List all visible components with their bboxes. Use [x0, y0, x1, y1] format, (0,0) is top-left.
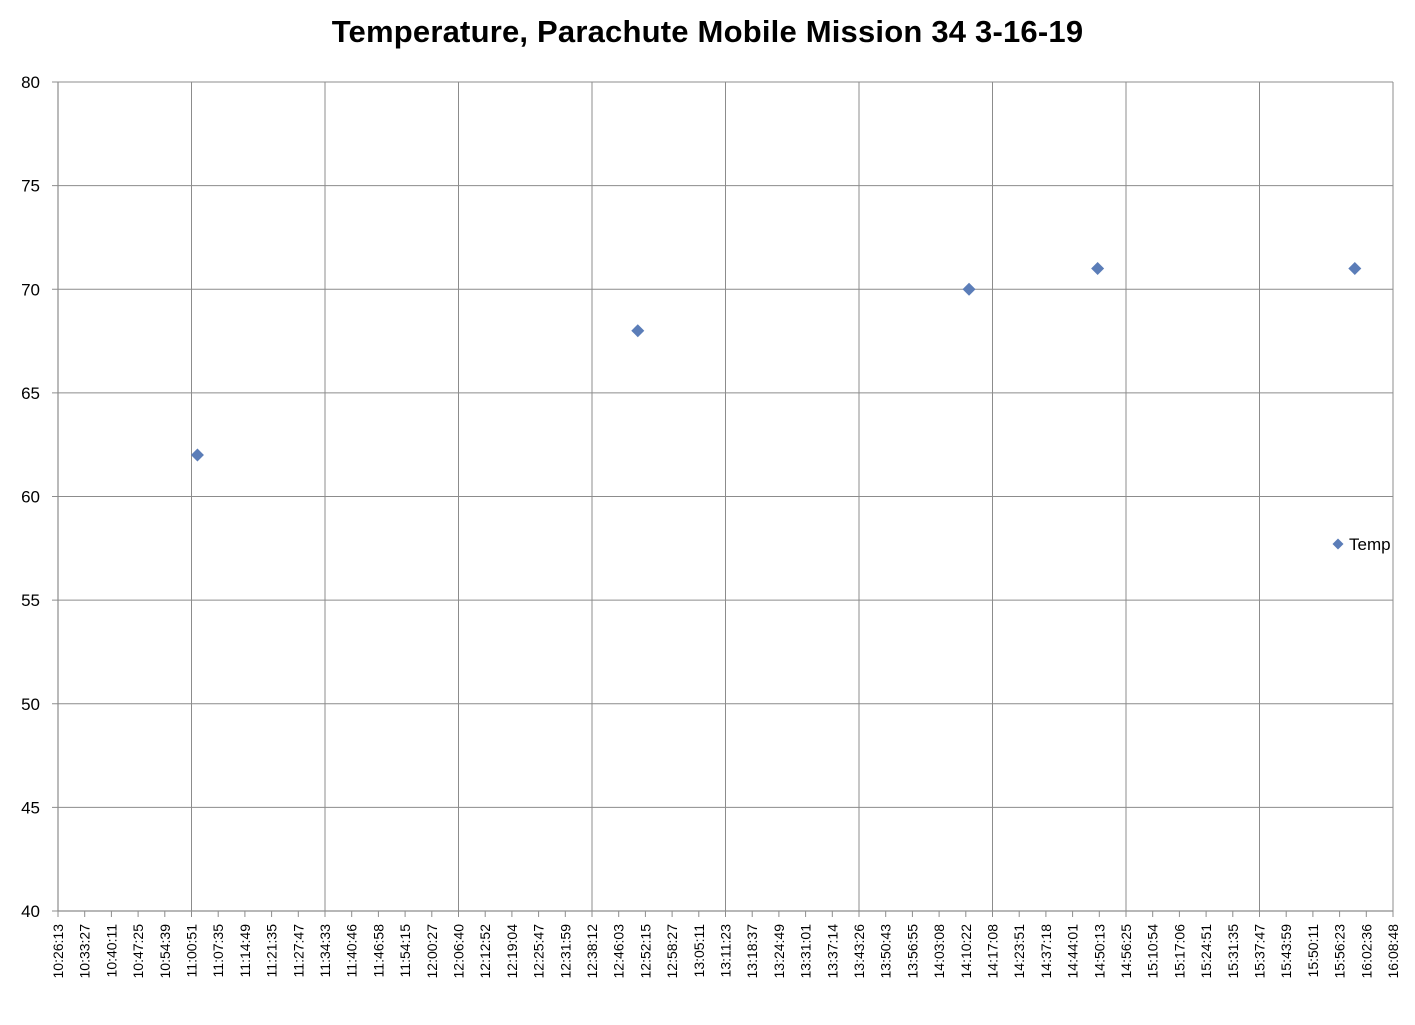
x-tick-label: 13:18:37 — [744, 924, 760, 979]
legend-marker — [1332, 538, 1344, 550]
x-tick-label: 14:23:51 — [1011, 924, 1027, 979]
x-tick-label: 15:17:06 — [1171, 924, 1187, 979]
x-tick-label: 14:56:25 — [1118, 924, 1134, 979]
x-tick-label: 14:50:13 — [1091, 924, 1107, 979]
x-tick-label: 12:19:04 — [504, 924, 520, 979]
x-tick-label: 14:17:08 — [985, 924, 1001, 979]
y-tick-label: 40 — [21, 902, 40, 921]
y-tick-label: 70 — [21, 280, 40, 299]
data-point — [631, 324, 645, 338]
x-tick-label: 10:54:39 — [157, 924, 173, 979]
x-tick-label: 12:12:52 — [477, 924, 493, 979]
x-tick-label: 13:05:11 — [691, 924, 707, 978]
y-tick-label: 80 — [21, 73, 40, 92]
x-tick-label: 10:26:13 — [50, 924, 66, 979]
x-tick-label: 11:34:33 — [317, 924, 333, 978]
x-tick-label: 12:00:27 — [424, 924, 440, 979]
y-tick-label: 45 — [21, 798, 40, 817]
x-tick-label: 11:07:35 — [210, 924, 226, 978]
y-tick-label: 60 — [21, 488, 40, 507]
x-tick-label: 15:56:23 — [1332, 924, 1348, 979]
x-tick-label: 14:03:08 — [931, 924, 947, 979]
x-tick-label: 12:38:12 — [584, 924, 600, 979]
data-point — [1091, 262, 1105, 276]
x-tick-label: 14:10:22 — [958, 924, 974, 979]
x-tick-label: 12:52:15 — [637, 924, 653, 979]
x-tick-label: 10:47:25 — [130, 924, 146, 979]
data-point — [190, 448, 204, 462]
x-tick-label: 12:46:03 — [611, 924, 627, 979]
x-tick-label: 15:50:11 — [1305, 924, 1321, 978]
y-tick-label: 50 — [21, 695, 40, 714]
x-tick-label: 15:43:59 — [1278, 924, 1294, 979]
x-tick-label: 15:37:47 — [1252, 924, 1268, 979]
x-tick-label: 13:56:55 — [904, 924, 920, 979]
data-point — [962, 282, 976, 296]
x-tick-label: 15:31:35 — [1225, 924, 1241, 979]
y-tick-label: 75 — [21, 177, 40, 196]
x-tick-label: 13:24:49 — [771, 924, 787, 979]
x-tick-label: 15:10:54 — [1145, 924, 1161, 979]
chart-title: Temperature, Parachute Mobile Mission 34… — [331, 14, 1084, 49]
x-tick-label: 11:27:47 — [290, 924, 306, 978]
data-point — [1348, 262, 1362, 276]
y-tick-label: 55 — [21, 591, 40, 610]
y-tick-label: 65 — [21, 384, 40, 403]
x-tick-label: 12:25:47 — [531, 924, 547, 979]
x-tick-label: 13:37:14 — [824, 924, 840, 979]
x-tick-label: 16:08:48 — [1385, 924, 1401, 979]
x-tick-label: 13:50:43 — [878, 924, 894, 979]
x-tick-label: 10:33:27 — [77, 924, 93, 979]
x-tick-label: 13:43:26 — [851, 924, 867, 979]
x-tick-label: 12:58:27 — [664, 924, 680, 979]
x-tick-label: 11:21:35 — [264, 924, 280, 978]
x-tick-label: 11:54:15 — [397, 924, 413, 978]
x-tick-label: 13:11:23 — [718, 924, 734, 978]
x-tick-label: 14:44:01 — [1065, 924, 1081, 979]
x-tick-label: 12:06:40 — [451, 924, 467, 979]
x-tick-label: 11:14:49 — [237, 924, 253, 978]
x-tick-label: 11:00:51 — [184, 924, 200, 978]
x-tick-label: 13:31:01 — [798, 924, 814, 979]
x-tick-label: 11:46:58 — [370, 924, 386, 978]
legend-label: Temp — [1349, 535, 1391, 554]
x-tick-label: 12:31:59 — [557, 924, 573, 979]
x-tick-label: 14:37:18 — [1038, 924, 1054, 979]
x-tick-label: 15:24:51 — [1198, 924, 1214, 979]
x-tick-label: 11:40:46 — [344, 924, 360, 978]
x-tick-label: 10:40:11 — [103, 924, 119, 978]
x-tick-label: 16:02:36 — [1358, 924, 1374, 979]
